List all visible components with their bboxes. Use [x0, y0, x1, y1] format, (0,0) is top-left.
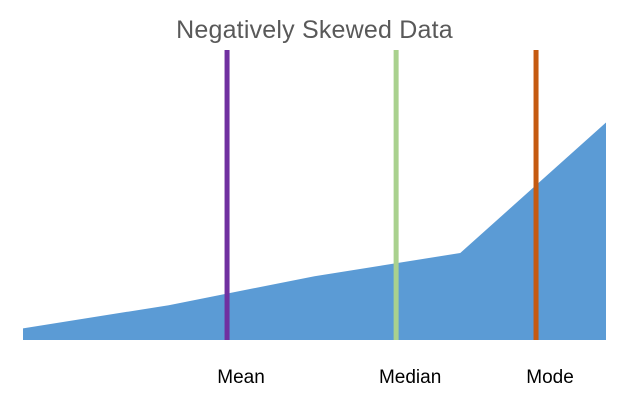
chart-title: Negatively Skewed Data — [176, 16, 453, 44]
median-label: Median — [379, 367, 441, 388]
mode-label: Mode — [526, 367, 574, 388]
distribution-area — [23, 122, 606, 340]
mean-label: Mean — [217, 367, 265, 388]
